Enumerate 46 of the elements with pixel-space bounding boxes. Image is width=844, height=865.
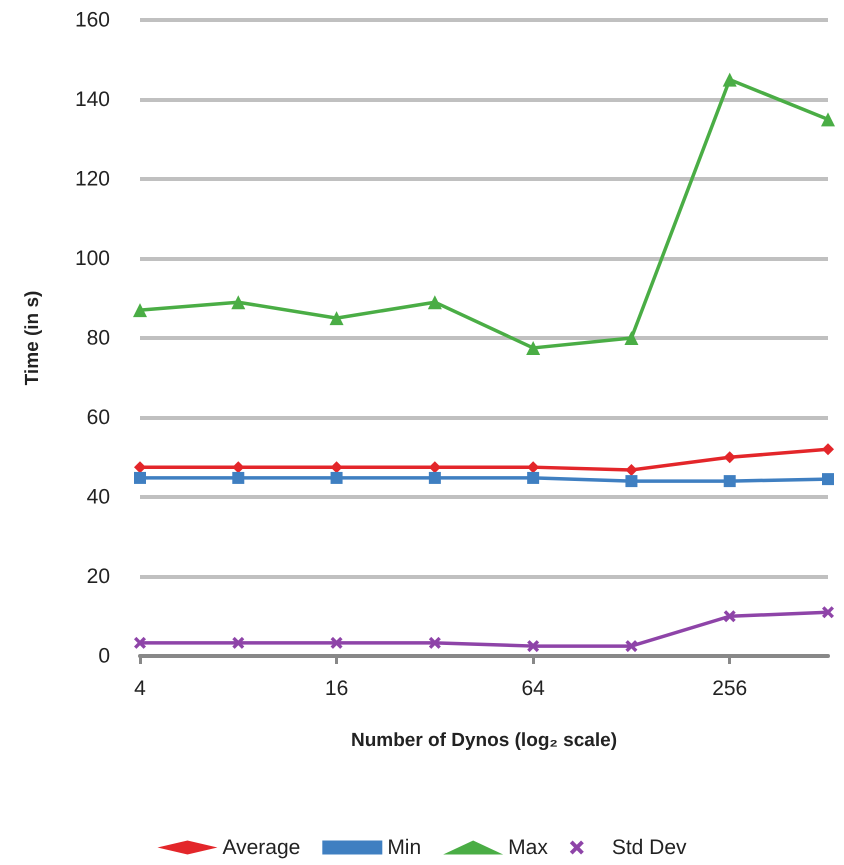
point <box>134 472 146 484</box>
legend-label: Average <box>222 836 300 859</box>
point <box>428 636 441 649</box>
point <box>527 640 540 652</box>
x-tick-label: 256 <box>712 677 748 700</box>
y-tick-label: 40 <box>86 486 110 508</box>
point <box>232 636 244 649</box>
y-tick-label: 60 <box>86 406 110 429</box>
point <box>428 472 441 484</box>
y-tick-label: 20 <box>86 565 110 588</box>
point <box>330 472 343 484</box>
point <box>330 636 343 649</box>
point <box>232 472 244 484</box>
x-tick-label: 4 <box>134 677 146 700</box>
point <box>625 475 638 488</box>
point <box>821 112 835 126</box>
legend-label: Max <box>508 836 548 859</box>
point <box>134 636 146 649</box>
point <box>526 340 540 355</box>
legend-label: Min <box>387 836 422 859</box>
point <box>724 451 736 464</box>
y-tick-label: 80 <box>86 326 110 350</box>
point <box>822 473 834 486</box>
y-axis-title: Time (in s) <box>22 290 43 386</box>
x-tick-label: 16 <box>324 677 348 700</box>
y-tick-label: 160 <box>74 8 110 32</box>
x-axis-title: Number of Dynos (log₂ scale) <box>350 730 618 751</box>
point <box>330 311 344 326</box>
x-tick-label: 64 <box>521 677 546 700</box>
y-tick-label: 0 <box>98 644 110 668</box>
y-tick-label: 120 <box>74 168 110 190</box>
y-tick-label: 100 <box>74 247 110 270</box>
point <box>822 443 834 456</box>
point <box>822 606 834 618</box>
point <box>625 640 638 652</box>
point <box>527 472 540 484</box>
point <box>133 303 147 318</box>
point <box>624 331 638 345</box>
legend-label: Std Dev <box>612 836 688 859</box>
point <box>724 475 736 488</box>
y-tick-label: 140 <box>74 88 110 111</box>
point <box>231 295 246 310</box>
point <box>722 72 737 87</box>
point <box>134 461 146 474</box>
point <box>724 610 736 622</box>
point <box>428 295 442 310</box>
